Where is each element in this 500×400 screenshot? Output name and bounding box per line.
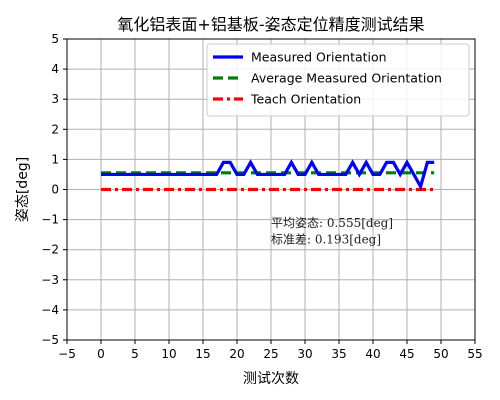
x-tick-label: 50 (433, 347, 448, 361)
x-tick-label: 45 (399, 347, 414, 361)
legend-label-measured-orientation: Measured Orientation (251, 50, 387, 65)
stats-annotation: 标准差: 0.193[deg] (271, 233, 381, 247)
legend-box (206, 43, 470, 117)
y-tick-label: 0 (51, 183, 59, 197)
annotation-layer: 平均姿态: 0.555[deg] 标准差: 0.193[deg] (271, 216, 393, 247)
legend-label-teach-orientation: Teach Orientation (250, 92, 361, 107)
y-tick-label: −5 (41, 333, 59, 347)
y-axis-label: 姿态[deg] (15, 157, 31, 222)
x-tick-label: 20 (229, 347, 244, 361)
x-tick-label: 10 (161, 347, 176, 361)
x-tick-label: 15 (195, 347, 210, 361)
legend-label-average-measured-orientation: Average Measured Orientation (251, 71, 442, 86)
x-tick-label: 35 (331, 347, 346, 361)
y-tick-label: 5 (51, 32, 59, 46)
x-axis-label: 测试次数 (243, 371, 299, 387)
y-tick-label: 3 (51, 92, 59, 106)
y-tick-label: 1 (51, 152, 59, 166)
y-tick-label: −2 (41, 243, 59, 257)
chart-title: 氧化铝表面+铝基板-姿态定位精度测试结果 (117, 15, 424, 34)
y-tick-label: −3 (41, 273, 59, 287)
x-tick-label: 5 (131, 347, 139, 361)
x-tick-label: 55 (467, 347, 482, 361)
x-tick-label: 30 (297, 347, 312, 361)
x-tick-label: 0 (97, 347, 105, 361)
series-line-measured-orientation (101, 159, 435, 191)
x-tick-label: −5 (58, 347, 76, 361)
x-tick-label: 25 (263, 347, 278, 361)
series-layer (101, 159, 435, 192)
x-tick-label: 40 (365, 347, 380, 361)
y-tick-label: −4 (41, 303, 59, 317)
y-tick-label: 4 (51, 62, 59, 76)
y-tick-label: 2 (51, 122, 59, 136)
stats-annotation: 平均姿态: 0.555[deg] (271, 216, 393, 230)
y-tick-label: −1 (41, 213, 59, 227)
legend: Measured Orientation Average Measured Ori… (206, 43, 470, 117)
